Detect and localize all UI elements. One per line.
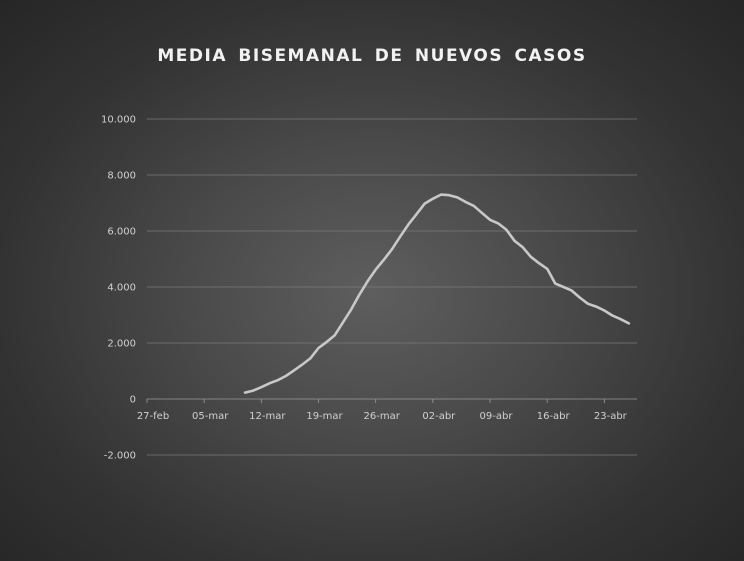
x-tick-label: 12-mar xyxy=(249,411,286,422)
x-tick-label: 02-abr xyxy=(422,411,456,422)
y-tick-label: 8.000 xyxy=(107,171,136,182)
y-tick-label: 6.000 xyxy=(107,227,136,238)
x-tick-label: 19-mar xyxy=(306,411,343,422)
y-axis-tick-labels: 10.000 8.000 6.000 4.000 2.000 0 -2.000 xyxy=(101,115,136,462)
y-tick-label: 0 xyxy=(130,395,136,406)
y-tick-label: 2.000 xyxy=(107,339,136,350)
x-tick-label: 16-abr xyxy=(537,411,571,422)
gridlines xyxy=(146,118,637,456)
x-tick-label: 23-abr xyxy=(594,411,628,422)
x-axis-tick-labels: 27-feb 05-mar 12-mar 19-mar 26-mar 02-abr 09-a… xyxy=(137,411,628,422)
x-tick-label: 09-abr xyxy=(480,411,514,422)
x-tick-label: 26-mar xyxy=(364,411,401,422)
x-tick-label: 27-feb xyxy=(137,411,169,422)
series-line xyxy=(243,193,631,394)
series-layer xyxy=(243,193,631,394)
chart-title: MEDIA BISEMANAL DE NUEVOS CASOS xyxy=(157,46,587,66)
x-tick-label: 05-mar xyxy=(192,411,229,422)
y-tick-label: -2.000 xyxy=(104,451,136,462)
y-tick-label: 4.000 xyxy=(107,283,136,294)
y-tick-label: 10.000 xyxy=(101,115,136,126)
